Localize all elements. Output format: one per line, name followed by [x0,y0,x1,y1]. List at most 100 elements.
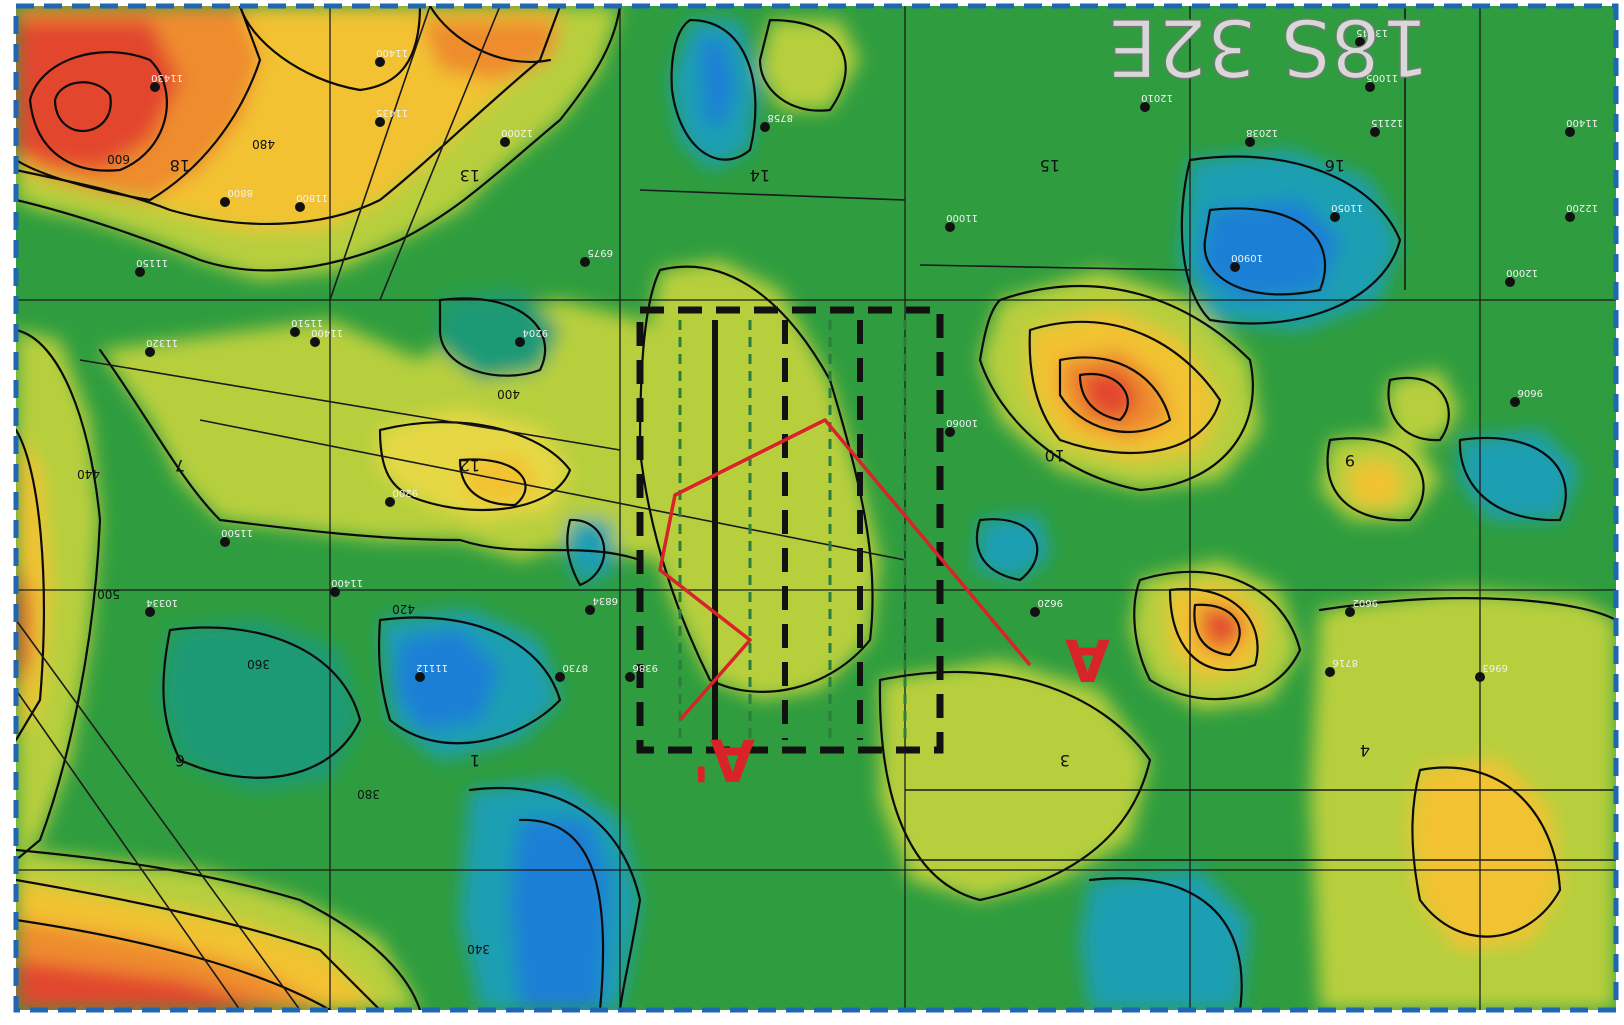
well-marker [1565,212,1575,222]
cross-section-end-label: A' [692,726,755,794]
section-number: 6 [175,751,185,770]
well-label: 8800 [228,187,253,198]
section-number: 15 [1040,156,1060,175]
well-marker [515,337,525,347]
well-marker [1370,127,1380,137]
well-label: 8716 [1333,657,1358,668]
elevation-zones [16,6,1616,1010]
well-marker [385,497,395,507]
section-number: 7 [175,456,185,475]
well-label: 10900 [1231,252,1263,263]
well-marker [1245,137,1255,147]
well-label: 11800 [296,192,328,203]
well-label: 6975 [588,247,613,258]
well-label: 11400 [331,577,363,588]
section-number: 9 [1345,451,1355,470]
well-label: 9386 [633,662,658,673]
well-marker [310,337,320,347]
well-label: 11005 [1366,72,1398,83]
section-number: 4 [1360,741,1370,760]
well-label: 9200 [393,487,418,498]
well-marker [555,672,565,682]
well-marker [415,672,425,682]
well-marker [585,605,595,615]
contour-labels-layer: 340 360 380 400 420 440 480 500 600 [77,137,520,956]
contour-label: 420 [392,602,415,616]
well-marker [1355,37,1365,47]
well-label: 11150 [136,257,168,268]
well-label: 13445 [1356,27,1388,38]
well-label: 11435 [376,107,408,118]
well-label: 11500 [221,527,253,538]
contour-label: 600 [107,152,130,166]
well-marker [945,222,955,232]
section-number: 3 [1060,751,1070,770]
well-label: 9602 [1353,597,1378,608]
cross-section-line [658,418,1032,722]
well-marker [375,57,385,67]
map-boundary [13,3,1619,1013]
well-label: 8758 [768,112,793,123]
well-label: 11400 [1566,117,1598,128]
section-number: 1 [470,751,480,770]
section-number: 18 [170,156,190,175]
well-marker [1230,262,1240,272]
well-marker [150,82,160,92]
well-label: 6963 [1483,662,1508,673]
well-marker [290,327,300,337]
well-label: 9606 [1518,387,1543,398]
well-label: 11000 [946,212,978,223]
well-marker [1140,102,1150,112]
well-label: 12200 [1566,202,1598,213]
section-number: 13 [460,166,480,185]
well-marker [500,137,510,147]
well-marker [145,347,155,357]
well-marker [1565,127,1575,137]
well-label: 11510 [291,317,323,328]
well-label: 11400 [376,47,408,58]
lease-lines [16,6,1616,1010]
contour-label: 340 [467,942,490,956]
well-marker [580,257,590,267]
section-number: 16 [1325,156,1345,175]
well-marker [1325,667,1335,677]
well-marker [220,197,230,207]
well-label: 12038 [1246,127,1278,138]
well-label: 9204 [523,327,548,338]
well-marker [760,122,770,132]
contour-label: 380 [357,787,380,801]
well-marker [1330,212,1340,222]
township-label: 18S 32E [1108,1,1430,91]
well-marker [295,202,305,212]
well-marker [1510,397,1520,407]
well-label: 11430 [151,72,183,83]
well-marker [1030,607,1040,617]
well-label: 10334 [146,597,178,608]
section-number: 10 [1045,446,1065,465]
contour-label: 500 [97,587,120,601]
well-marker [135,267,145,277]
well-marker [330,587,340,597]
well-label: 11112 [416,662,448,673]
contour-label: 440 [77,467,100,481]
section-number: 12 [460,456,480,475]
contour-lines [16,6,1616,1010]
well-marker [1345,607,1355,617]
well-label: 8730 [563,662,588,673]
well-label: 6834 [593,595,618,606]
well-labels-layer: 11430 11400 11400 12000 8758 12200 11800 8800 11… [135,27,1598,682]
well-label: 11400 [311,327,343,338]
well-label: 9620 [1038,597,1063,608]
well-marker [145,607,155,617]
contour-label: 360 [247,657,270,671]
well-label: 11050 [1331,202,1363,213]
well-marker [1365,82,1375,92]
contour-label: 480 [252,137,275,151]
section-number: 14 [750,166,770,185]
contour-label: 400 [497,387,520,401]
study-area-box [636,306,944,754]
section-grid [16,6,1616,1010]
